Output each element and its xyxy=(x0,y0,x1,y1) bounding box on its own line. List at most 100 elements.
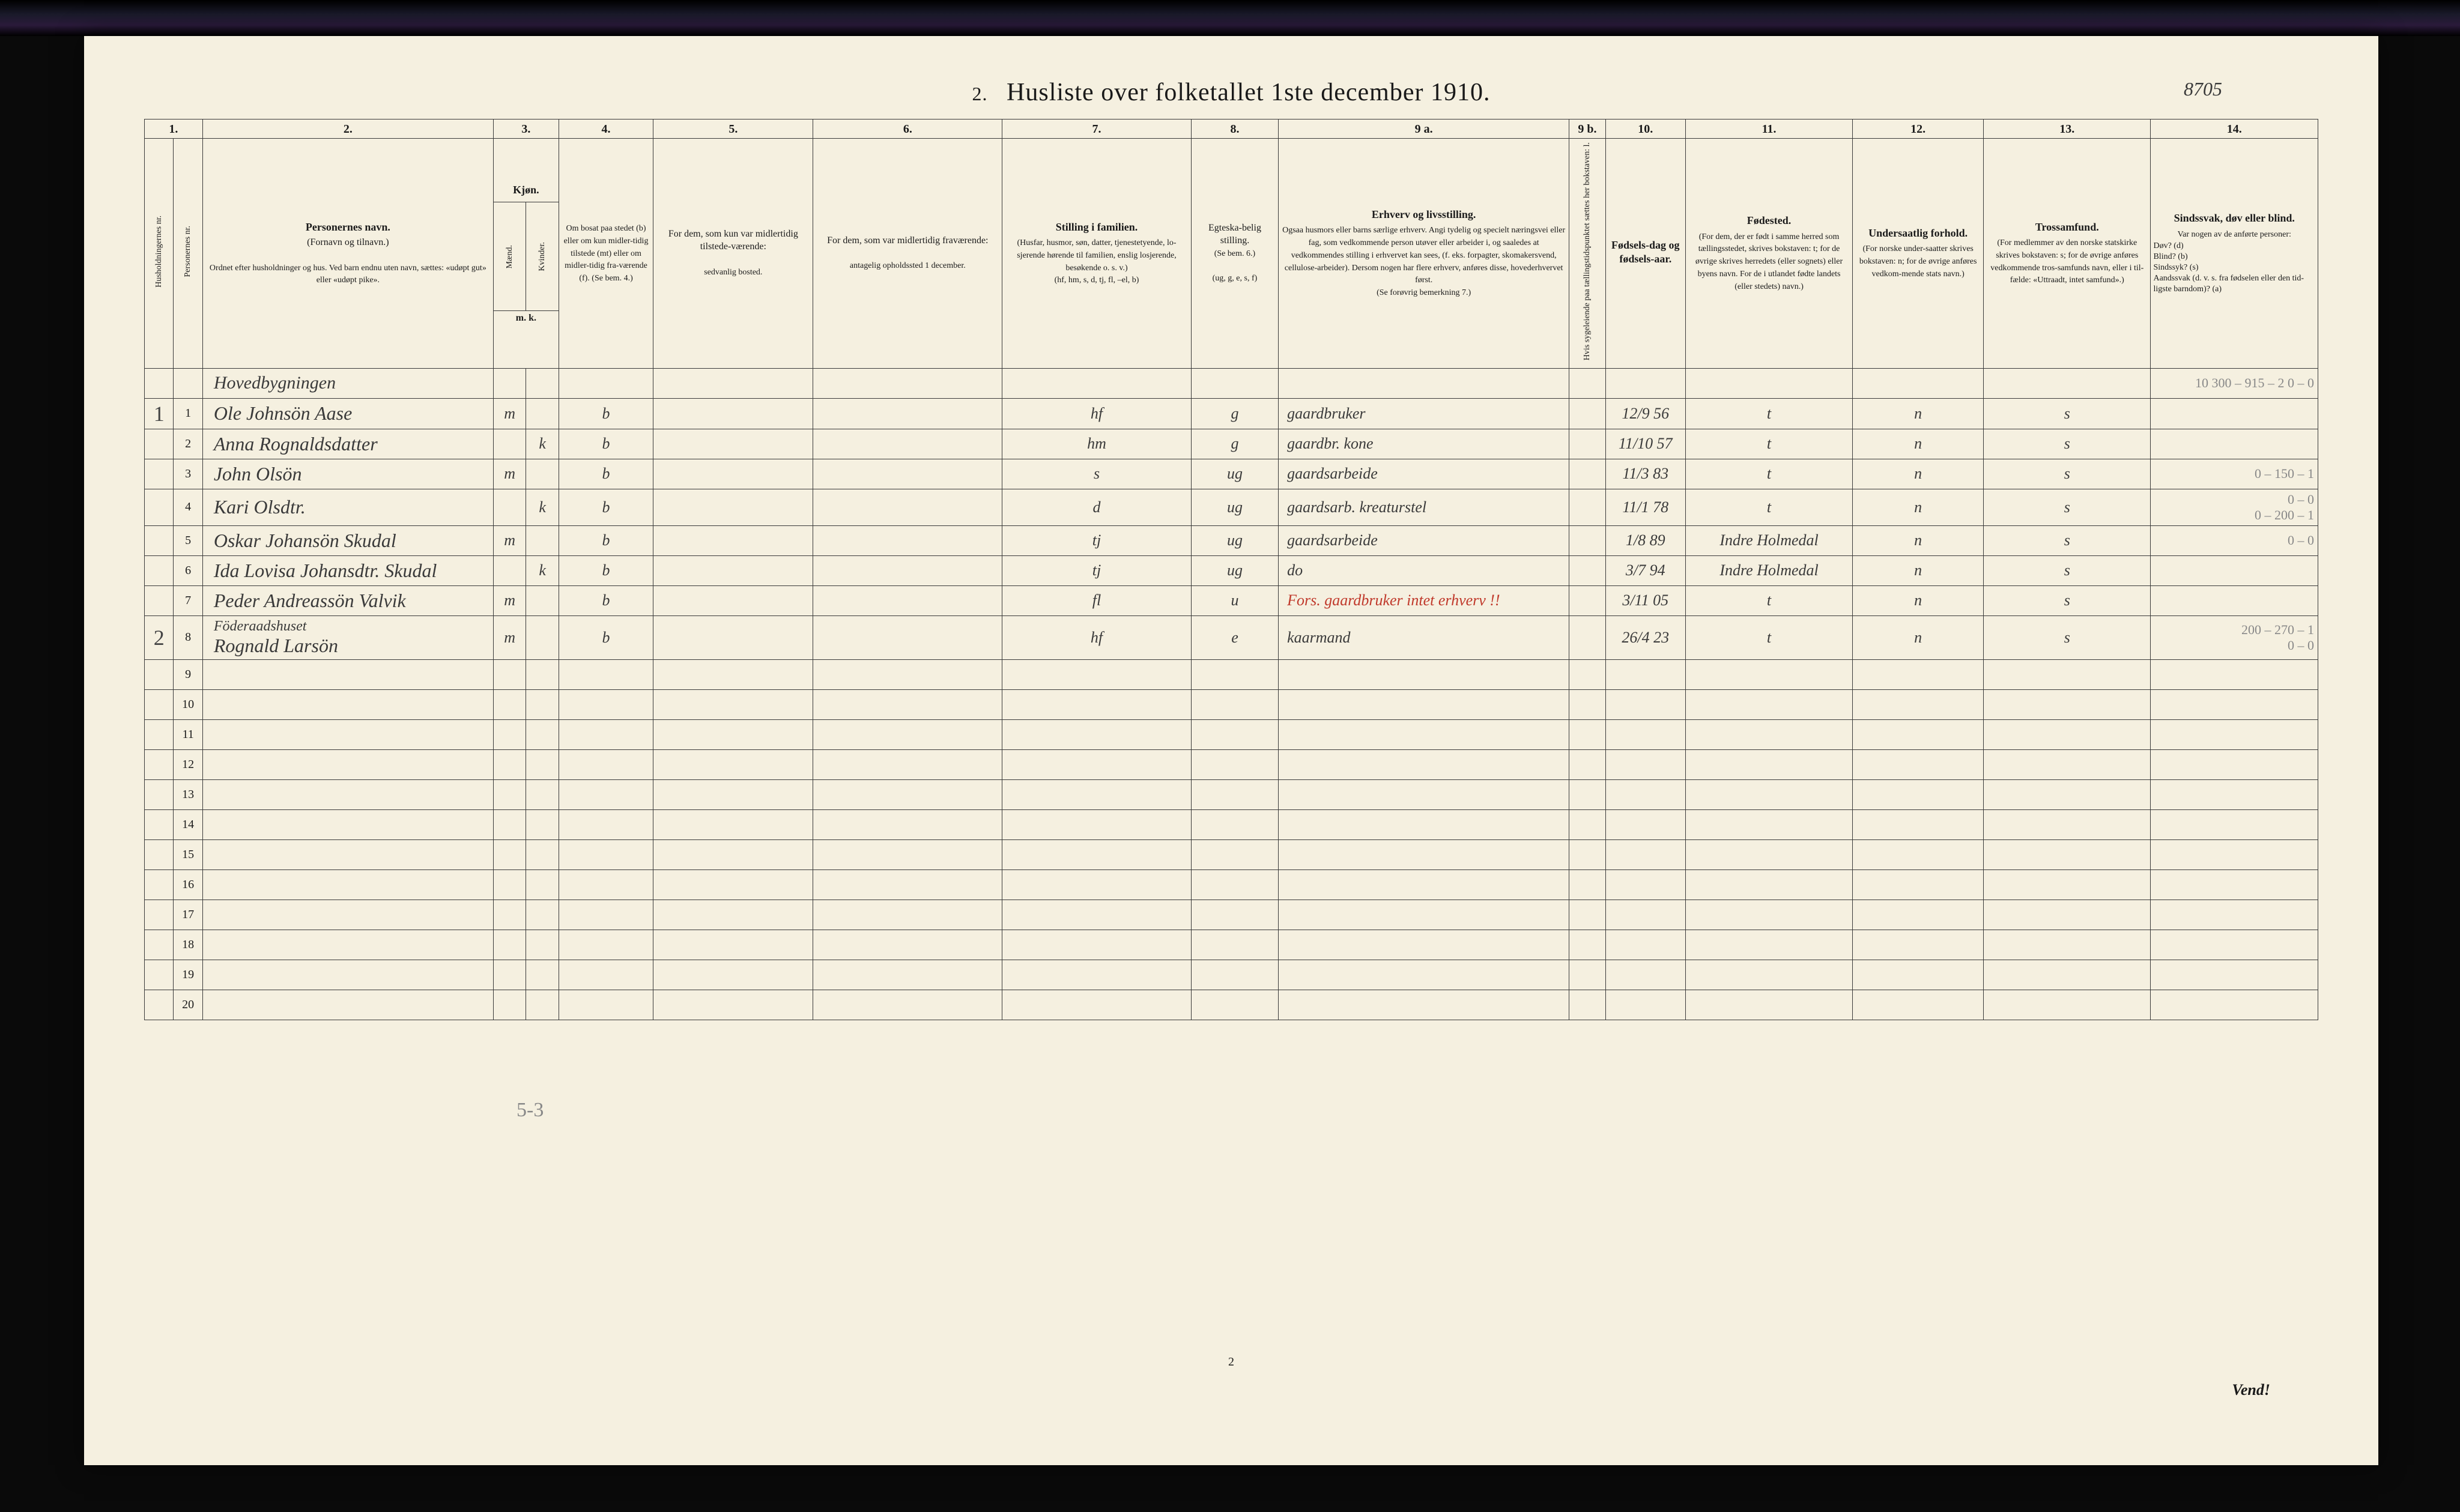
header-midl-tilstede: For dem, som kun var midlertidig tilsted… xyxy=(653,139,813,369)
header-sex: Kjøn. Mænd. Kvinder. m. k. xyxy=(493,139,559,369)
c9b-cell xyxy=(1569,585,1606,615)
margin-note-cell: 10 300 – 915 – 2 0 – 0 xyxy=(2151,368,2318,398)
c14-cell: 0 – 150 – 1 xyxy=(2151,459,2318,489)
page-number: 2 xyxy=(1228,1355,1234,1369)
colnum-1: 1. xyxy=(145,119,203,139)
person-no-cell: 14 xyxy=(174,809,202,839)
header-trossamfund: Trossamfund. (For medlemmer av den norsk… xyxy=(1984,139,2151,369)
c9b-cell xyxy=(1569,398,1606,429)
c7-cell: d xyxy=(1002,489,1192,525)
sex-m-cell: m xyxy=(493,585,526,615)
c8-cell: ug xyxy=(1191,459,1278,489)
sex-m-cell: m xyxy=(493,615,526,659)
bosat-cell: b xyxy=(559,489,653,525)
c7-cell: tj xyxy=(1002,525,1192,555)
c8-cell: ug xyxy=(1191,525,1278,555)
colnum-3: 3. xyxy=(493,119,559,139)
name-cell: John Olsön xyxy=(202,459,493,489)
person-no-cell: 18 xyxy=(174,930,202,960)
person-no-cell: 9 xyxy=(174,659,202,689)
sex-m-cell xyxy=(493,429,526,459)
person-no-cell: 10 xyxy=(174,689,202,719)
c9b-cell xyxy=(1569,555,1606,585)
sex-k-cell xyxy=(526,585,559,615)
cell xyxy=(145,368,174,398)
page-title: 2. Husliste over folketallet 1ste decemb… xyxy=(144,78,2318,107)
colnum-8: 8. xyxy=(1191,119,1278,139)
colnum-5: 5. xyxy=(653,119,813,139)
c6-cell xyxy=(813,398,1002,429)
table-row-blank: 17 xyxy=(145,900,2318,930)
c9b-cell xyxy=(1569,429,1606,459)
c8-cell: ug xyxy=(1191,555,1278,585)
bosat-cell: b xyxy=(559,398,653,429)
bosat-cell: b xyxy=(559,429,653,459)
person-no-cell: 5 xyxy=(174,525,202,555)
census-body: Hovedbygningen 10 300 – 915 – 2 0 – 0 1 … xyxy=(145,368,2318,1020)
c11-cell: t xyxy=(1685,615,1852,659)
person-no-cell: 11 xyxy=(174,719,202,749)
colnum-10: 10. xyxy=(1605,119,1685,139)
table-row-blank: 20 xyxy=(145,990,2318,1020)
bosat-cell: b xyxy=(559,525,653,555)
sex-k-cell xyxy=(526,459,559,489)
table-row-blank: 13 xyxy=(145,779,2318,809)
house-no-cell: 1 xyxy=(145,398,174,429)
header-midl-fravaerende: For dem, som var midlertidig fraværende:… xyxy=(813,139,1002,369)
c5-cell xyxy=(653,429,813,459)
person-no-cell: 2 xyxy=(174,429,202,459)
colnum-9b: 9 b. xyxy=(1569,119,1606,139)
below-table-note: 5-3 xyxy=(517,1099,544,1122)
house-no-cell: 2 xyxy=(145,615,174,659)
c11-cell: t xyxy=(1685,489,1852,525)
c10-cell: 26/4 23 xyxy=(1605,615,1685,659)
table-row-blank: 12 xyxy=(145,749,2318,779)
c5-cell xyxy=(653,585,813,615)
c10-cell: 11/3 83 xyxy=(1605,459,1685,489)
vend-label: Vend! xyxy=(2232,1381,2270,1399)
colnum-2: 2. xyxy=(202,119,493,139)
viewer-top-strip xyxy=(0,0,2460,36)
house-no-cell xyxy=(145,459,174,489)
house-no-cell xyxy=(145,555,174,585)
colnum-9a: 9 a. xyxy=(1279,119,1569,139)
c9b-cell xyxy=(1569,525,1606,555)
c5-cell xyxy=(653,555,813,585)
c13-cell: s xyxy=(1984,585,2151,615)
c10-cell: 1/8 89 xyxy=(1605,525,1685,555)
header-foedested: Fødested. (For dem, der er født i samme … xyxy=(1685,139,1852,369)
c14-cell: 0 – 0 xyxy=(2151,525,2318,555)
c9a-cell: kaarmand xyxy=(1279,615,1569,659)
c14-cell xyxy=(2151,585,2318,615)
c14-cell: 200 – 270 – 1 0 – 0 xyxy=(2151,615,2318,659)
sex-m-cell xyxy=(493,555,526,585)
c12-cell: n xyxy=(1853,585,1984,615)
c6-cell xyxy=(813,429,1002,459)
c5-cell xyxy=(653,615,813,659)
sex-m-cell: m xyxy=(493,459,526,489)
sex-k-cell: k xyxy=(526,429,559,459)
c11-cell: Indre Holmedal xyxy=(1685,525,1852,555)
bosat-cell: b xyxy=(559,585,653,615)
c11-cell: t xyxy=(1685,459,1852,489)
c9a-cell: gaardbruker xyxy=(1279,398,1569,429)
colnum-12: 12. xyxy=(1853,119,1984,139)
person-no-cell: 8 xyxy=(174,615,202,659)
c9a-cell: gaardsarb. kreaturstel xyxy=(1279,489,1569,525)
header-sindssvak: Sindssvak, døv eller blind. Var nogen av… xyxy=(2151,139,2318,369)
person-no-cell: 4 xyxy=(174,489,202,525)
c10-cell: 11/10 57 xyxy=(1605,429,1685,459)
title-number: 2. xyxy=(972,83,988,104)
header-person-no: Personernes nr. xyxy=(174,139,202,369)
c14-cell xyxy=(2151,555,2318,585)
bosat-cell: b xyxy=(559,615,653,659)
sex-k-cell xyxy=(526,398,559,429)
c9b-cell xyxy=(1569,459,1606,489)
census-table: 1. 2. 3. 4. 5. 6. 7. 8. 9 a. 9 b. 10. 11… xyxy=(144,119,2318,1020)
name-cell: Oskar Johansön Skudal xyxy=(202,525,493,555)
colnum-13: 13. xyxy=(1984,119,2151,139)
header-stilling-familie: Stilling i familien. (Husfar, husmor, sø… xyxy=(1002,139,1192,369)
header-egteskab: Egteska-belig stilling. (Se bem. 6.) (ug… xyxy=(1191,139,1278,369)
c10-cell: 3/11 05 xyxy=(1605,585,1685,615)
header-row: Husholdningernes nr. Personernes nr. Per… xyxy=(145,139,2318,369)
